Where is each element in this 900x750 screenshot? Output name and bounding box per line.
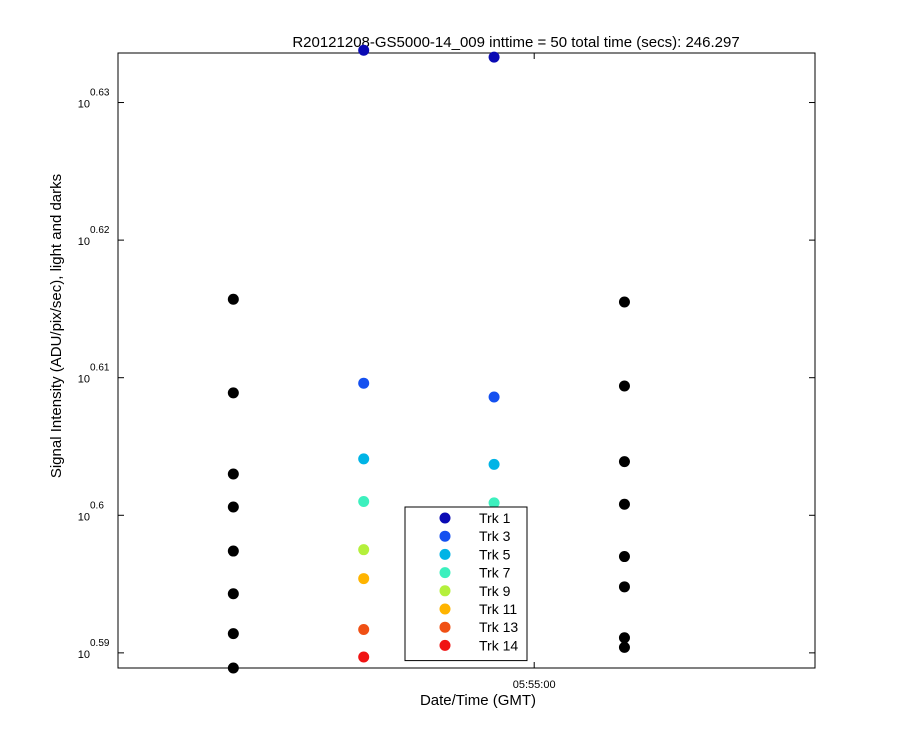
y-axis-label: Signal Intensity (ADU/pix/sec), light an… xyxy=(48,174,65,478)
legend-label: Trk 13 xyxy=(479,619,518,635)
y-tick-label-exponent: 0.62 xyxy=(90,225,110,236)
legend-label: Trk 11 xyxy=(479,601,517,617)
point-trk-7 xyxy=(358,496,370,508)
axes-box xyxy=(117,52,816,669)
dark-point xyxy=(227,662,239,674)
legend: Trk 1 Trk 3 Trk 5 Trk 7 Trk 9 Trk 11 Trk 13 Trk… xyxy=(404,506,528,662)
legend-marker xyxy=(439,585,451,597)
y-tick-label-exponent: 0.61 xyxy=(90,363,110,374)
legend-label: Trk 1 xyxy=(479,510,511,526)
legend-marker xyxy=(439,621,451,633)
y-tick-label-exponent: 0.63 xyxy=(90,88,110,99)
legend-label: Trk 9 xyxy=(479,583,511,599)
dark-point xyxy=(227,501,239,513)
legend-marker xyxy=(439,567,451,579)
dark-point xyxy=(618,296,630,308)
dark-point xyxy=(618,641,630,653)
legend-box xyxy=(404,506,528,662)
dark-point xyxy=(227,545,239,557)
y-tick-label-exponent: 0.59 xyxy=(90,638,110,649)
dark-point xyxy=(227,387,239,399)
dark-point xyxy=(618,632,630,644)
legend-marker xyxy=(439,512,451,524)
legend-label: Trk 7 xyxy=(479,565,511,581)
point-trk-14 xyxy=(358,651,370,663)
y-tick-label-base: 10 xyxy=(78,374,90,386)
y-tick-label-base: 10 xyxy=(78,99,90,111)
data-points xyxy=(227,44,630,674)
dark-point xyxy=(618,456,630,468)
point-trk-11 xyxy=(358,573,370,585)
chart-title: R20121208-GS5000-14_009 inttime = 50 tot… xyxy=(292,34,739,51)
dark-point xyxy=(618,380,630,392)
point-trk-13 xyxy=(358,623,370,635)
point-trk-7 xyxy=(488,497,500,509)
legend-label: Trk 5 xyxy=(479,546,511,562)
point-trk-5 xyxy=(358,453,370,465)
legend-label: Trk 14 xyxy=(479,637,518,653)
dark-point xyxy=(618,581,630,593)
point-trk-5 xyxy=(488,458,500,470)
dark-point xyxy=(227,468,239,480)
x-axis-label: Date/Time (GMT) xyxy=(420,692,536,709)
dark-point xyxy=(618,498,630,510)
y-tick-label-exponent: 0.6 xyxy=(90,500,104,511)
point-trk-1 xyxy=(358,44,370,56)
point-trk-3 xyxy=(358,377,370,389)
y-tick-label-base: 10 xyxy=(78,511,90,523)
legend-label: Trk 3 xyxy=(479,528,511,544)
dark-point xyxy=(618,551,630,563)
point-trk-3 xyxy=(488,391,500,403)
dark-point xyxy=(227,628,239,640)
x-tick-label: 05:55:00 xyxy=(513,679,556,691)
point-trk-1 xyxy=(488,51,500,63)
y-tick-label-base: 10 xyxy=(78,236,90,248)
legend-marker xyxy=(439,530,451,542)
point-trk-9 xyxy=(358,544,370,556)
y-tick-label-base: 10 xyxy=(78,649,90,661)
legend-marker xyxy=(439,639,451,651)
dark-point xyxy=(227,293,239,305)
dark-point xyxy=(227,588,239,600)
legend-marker xyxy=(439,548,451,560)
legend-marker xyxy=(439,603,451,615)
